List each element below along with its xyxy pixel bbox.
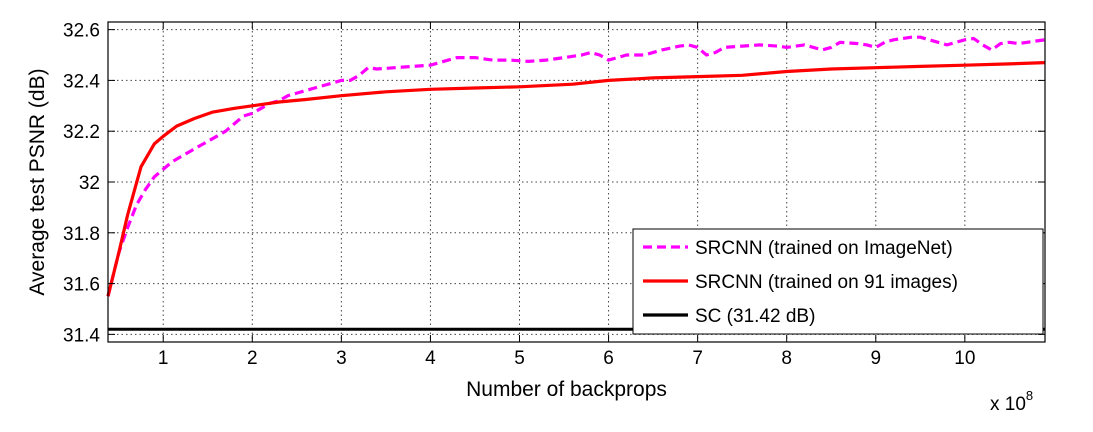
x-axis-multiplier: x 108 — [990, 388, 1033, 415]
y-tick-label: 32 — [79, 173, 100, 194]
y-tick-label: 31.6 — [63, 275, 100, 296]
y-tick-label: 32.4 — [63, 71, 100, 92]
legend-box — [632, 228, 1044, 335]
y-tick-label: 32.2 — [63, 122, 100, 143]
legend-label-3: SC (31.42 dB) — [695, 306, 815, 327]
x-tick-label: 7 — [692, 348, 703, 369]
legend-label-1: SRCNN (trained on ImageNet) — [695, 238, 953, 259]
x-multiplier-exponent: 8 — [1026, 388, 1033, 403]
x-tick-label: 8 — [781, 348, 792, 369]
y-tick-label: 31.8 — [63, 224, 100, 245]
series-line-2 — [106, 61, 1046, 297]
y-tick-label: 31.4 — [63, 325, 100, 346]
x-tick-label: 4 — [425, 348, 436, 369]
legend: SRCNN (trained on ImageNet) SRCNN (traine… — [632, 228, 1044, 335]
legend-label-2: SRCNN (trained on 91 images) — [695, 272, 958, 293]
x-multiplier-base: x 10 — [990, 394, 1026, 415]
y-tick-label: 32.6 — [63, 21, 100, 42]
x-axis-label: Number of backprops — [466, 378, 667, 401]
x-tick-label: 5 — [514, 348, 525, 369]
x-tick-label: 6 — [603, 348, 614, 369]
y-axis-label: Average test PSNR (dB) — [26, 68, 49, 295]
x-tick-label: 1 — [158, 348, 169, 369]
x-tick-label: 9 — [870, 348, 881, 369]
x-tick-label: 3 — [336, 348, 347, 369]
x-tick-label: 2 — [247, 348, 258, 369]
x-tick-label: 10 — [954, 348, 975, 369]
axis-ticks: 1 2 3 4 5 6 7 8 9 10 31.4 31.6 31.8 32 32.2 32.4 32.6 — [63, 21, 1045, 369]
